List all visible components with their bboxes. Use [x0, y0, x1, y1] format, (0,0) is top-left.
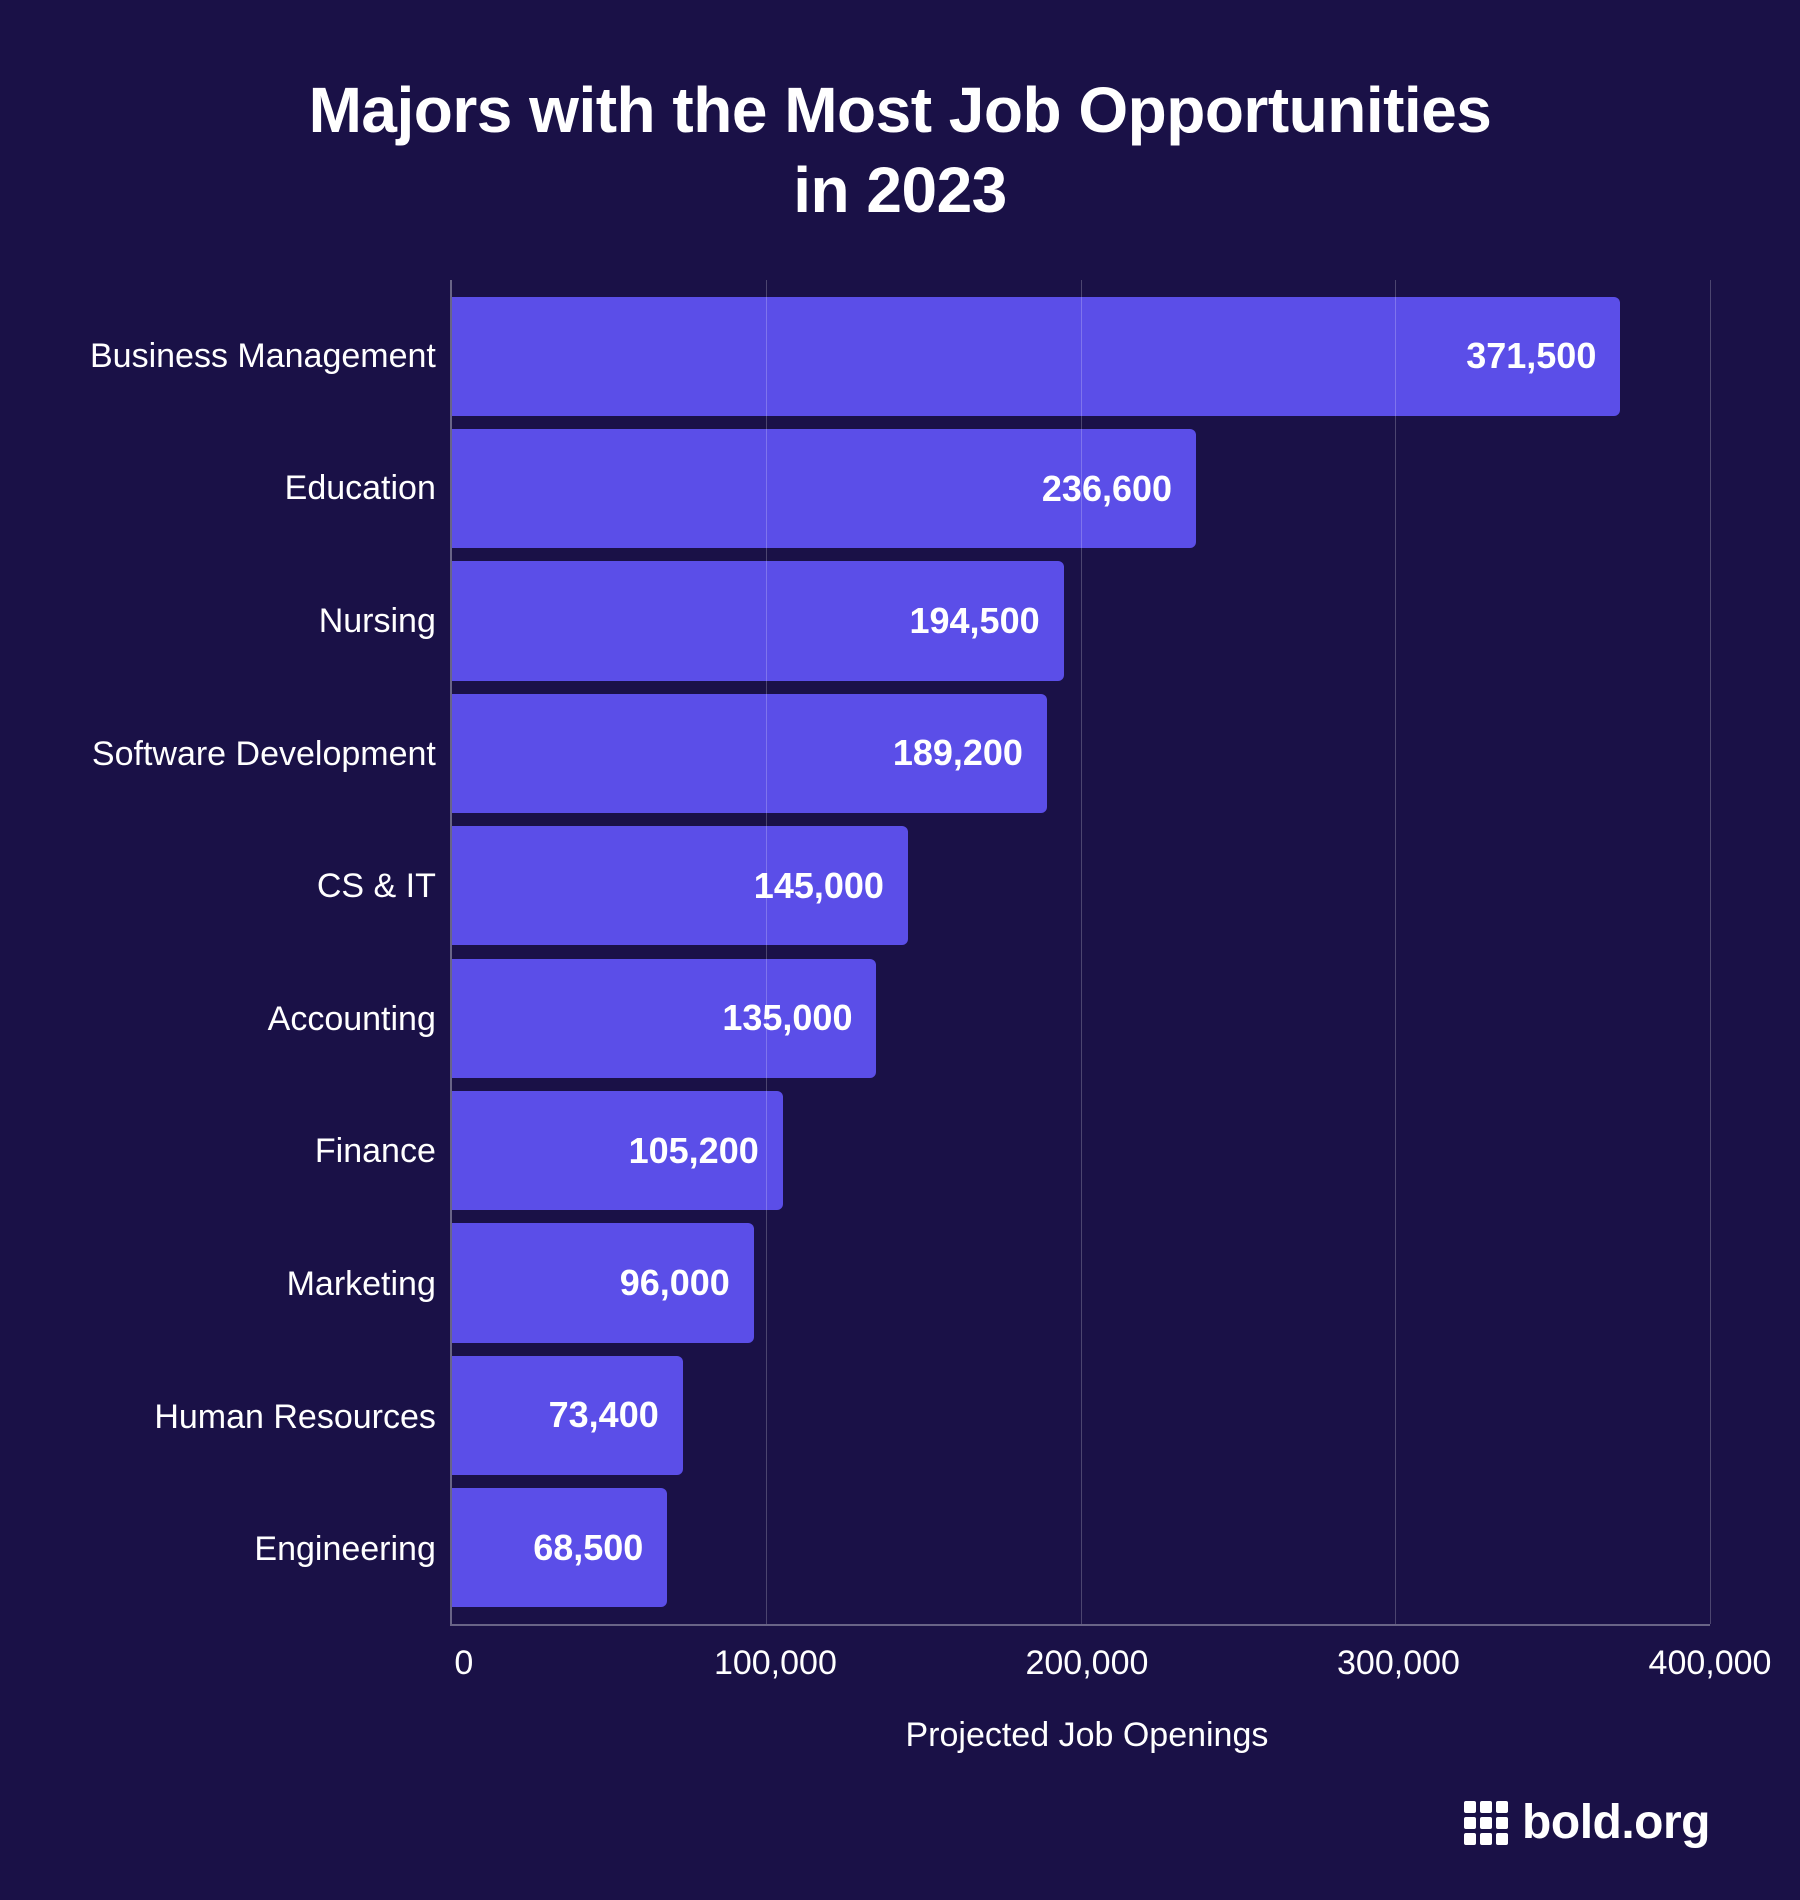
- bar: 73,400: [452, 1356, 683, 1475]
- brand-icon-dot: [1480, 1833, 1492, 1845]
- title-line-2: in 2023: [793, 154, 1007, 226]
- y-axis-label: Engineering: [90, 1530, 436, 1569]
- brand-icon-dot: [1480, 1801, 1492, 1813]
- bar-value-label: 73,400: [549, 1394, 659, 1436]
- y-axis-label: Business Management: [90, 337, 436, 376]
- brand-grid-icon: [1464, 1801, 1508, 1845]
- y-axis-label: Marketing: [90, 1265, 436, 1304]
- bar-value-label: 189,200: [893, 732, 1023, 774]
- bar-value-label: 96,000: [620, 1262, 730, 1304]
- bar: 105,200: [452, 1091, 783, 1210]
- bar-value-label: 145,000: [754, 865, 884, 907]
- bar: 68,500: [452, 1488, 667, 1607]
- y-axis-labels: Business Management Education Nursing Softw…: [90, 280, 450, 1626]
- bar: 135,000: [452, 959, 877, 1078]
- brand-icon-dot: [1480, 1817, 1492, 1829]
- bar: 194,500: [452, 561, 1064, 680]
- y-axis-label: Software Development: [90, 735, 436, 774]
- x-axis-spacer: [90, 1626, 464, 1686]
- x-tick-label: 400,000: [1649, 1644, 1772, 1683]
- y-axis-label: CS & IT: [90, 867, 436, 906]
- bar-value-label: 236,600: [1042, 468, 1172, 510]
- x-tick-label: 200,000: [1025, 1644, 1148, 1683]
- bar: 371,500: [452, 297, 1620, 416]
- x-axis-row: 0100,000200,000300,000400,000: [90, 1626, 1710, 1686]
- gridline: [766, 280, 767, 1624]
- bar-value-label: 135,000: [722, 997, 852, 1039]
- x-axis-title: Projected Job Openings: [464, 1716, 1710, 1755]
- gridline: [1081, 280, 1082, 1624]
- bar-value-label: 105,200: [629, 1130, 759, 1172]
- brand-icon-dot: [1464, 1801, 1476, 1813]
- brand-icon-dot: [1464, 1817, 1476, 1829]
- plot-row: Business Management Education Nursing Softw…: [90, 280, 1710, 1626]
- brand-icon-dot: [1496, 1801, 1508, 1813]
- bar: 236,600: [452, 429, 1196, 548]
- x-tick-label: 300,000: [1337, 1644, 1460, 1683]
- y-axis-label: Human Resources: [90, 1398, 436, 1437]
- bar: 189,200: [452, 694, 1047, 813]
- y-axis-label: Accounting: [90, 1000, 436, 1039]
- brand-footer: bold.org: [90, 1795, 1710, 1850]
- gridline: [1710, 280, 1711, 1624]
- brand-icon-dot: [1496, 1817, 1508, 1829]
- gridline: [1395, 280, 1396, 1624]
- bar-value-label: 194,500: [909, 600, 1039, 642]
- bar: 96,000: [452, 1223, 754, 1342]
- brand-icon-dot: [1464, 1833, 1476, 1845]
- bar: 145,000: [452, 826, 908, 945]
- bar-value-label: 68,500: [533, 1527, 643, 1569]
- chart-container: Majors with the Most Job Opportunities i…: [0, 0, 1800, 1900]
- y-axis-label: Education: [90, 469, 436, 508]
- plot-area: 371,500 236,600 194,500 189,200 145,000 135,0…: [450, 280, 1710, 1626]
- brand-icon-dot: [1496, 1833, 1508, 1845]
- chart-body: Business Management Education Nursing Softw…: [90, 280, 1710, 1755]
- title-line-1: Majors with the Most Job Opportunities: [309, 74, 1492, 146]
- x-axis-ticks: 0100,000200,000300,000400,000: [464, 1626, 1710, 1686]
- y-axis-label: Finance: [90, 1132, 436, 1171]
- brand-text: bold.org: [1522, 1795, 1710, 1850]
- x-title-row: Projected Job Openings: [90, 1686, 1710, 1755]
- y-axis-label: Nursing: [90, 602, 436, 641]
- chart-title: Majors with the Most Job Opportunities i…: [90, 70, 1710, 230]
- x-tick-label: 100,000: [714, 1644, 837, 1683]
- bar-value-label: 371,500: [1466, 335, 1596, 377]
- x-title-spacer: [90, 1686, 464, 1755]
- x-tick-label: 0: [454, 1644, 473, 1683]
